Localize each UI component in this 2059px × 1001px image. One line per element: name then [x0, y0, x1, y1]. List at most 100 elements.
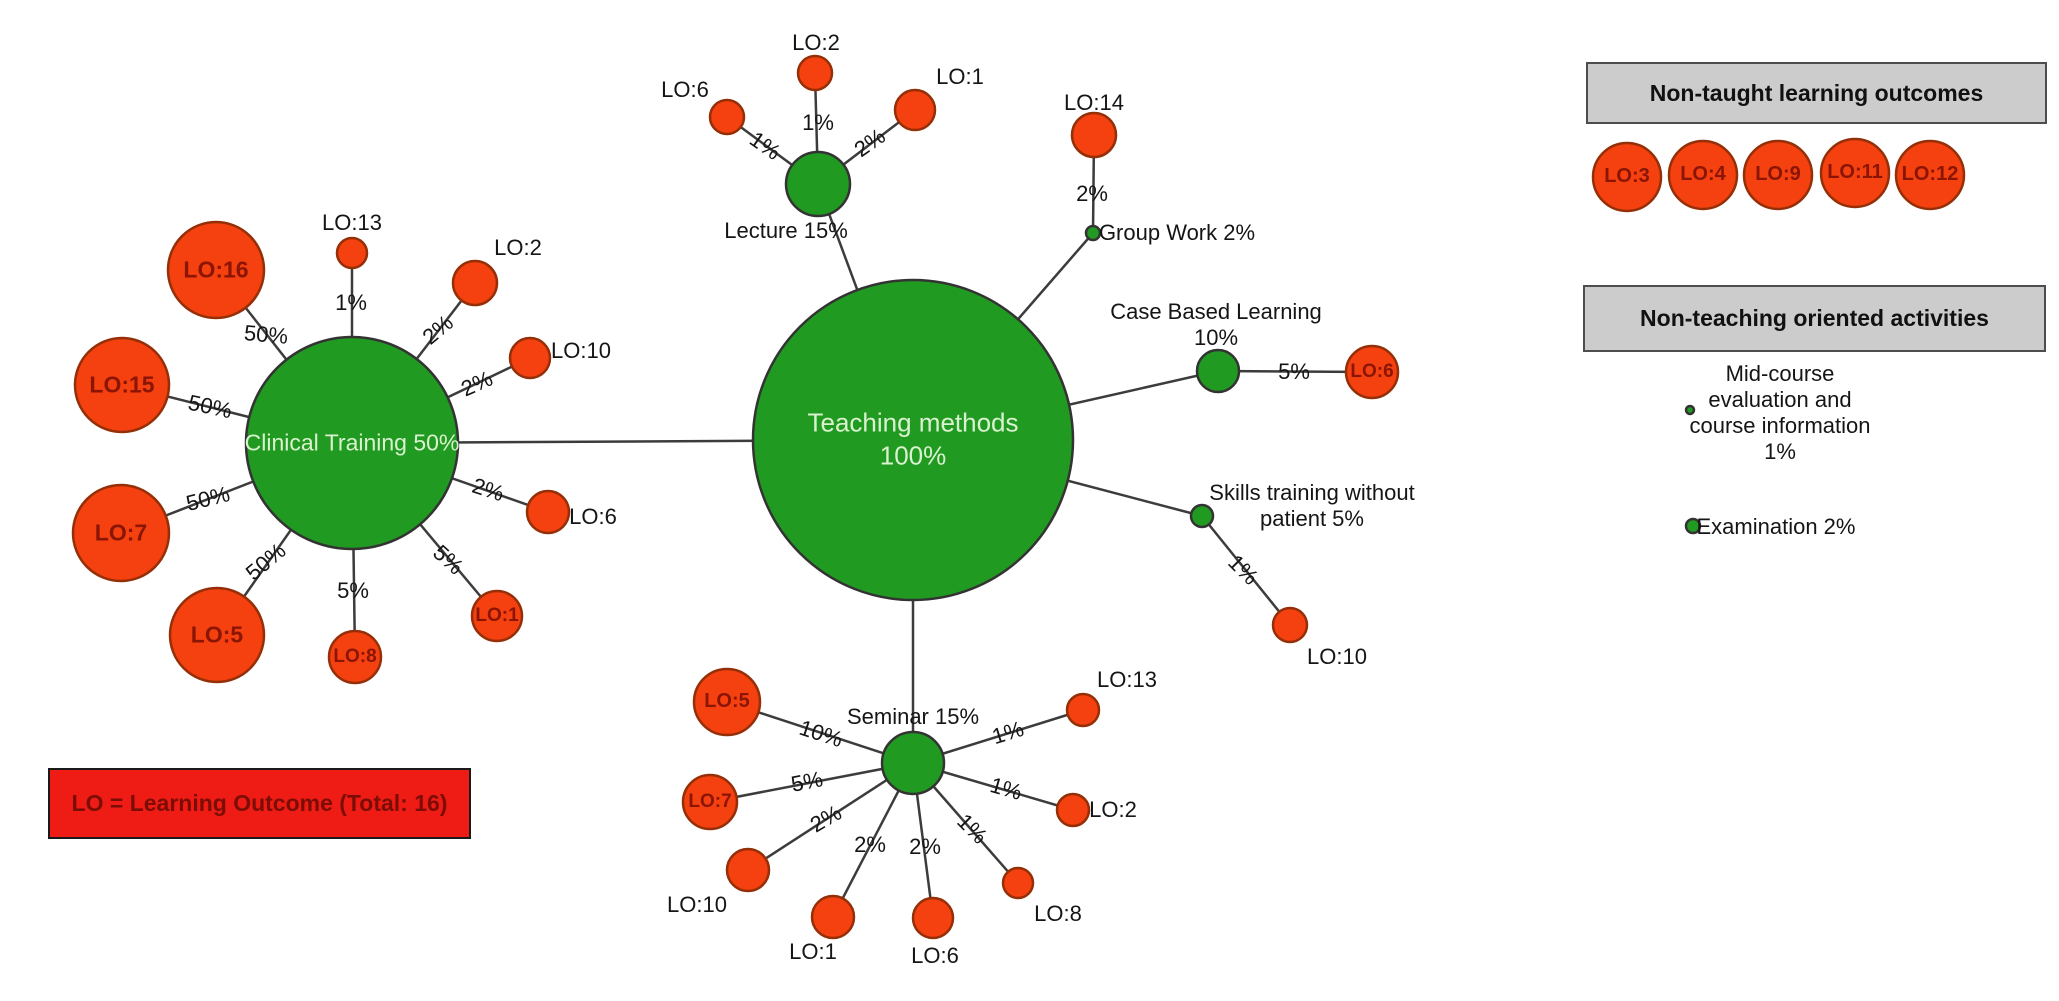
edge-label-lecture-l-lo2: 1% — [802, 110, 834, 135]
se-lo10-label: LO:10 — [667, 892, 727, 917]
node-c-lo13 — [335, 236, 369, 270]
l-lo2-label: LO:2 — [792, 30, 840, 55]
node-se-lo10 — [725, 847, 771, 893]
node-se-lo8 — [1001, 866, 1035, 900]
node-lg-lo3 — [1591, 141, 1663, 213]
seminar-label: Seminar 15% — [846, 704, 980, 729]
edge-label-clinical-c-lo7: 50% — [183, 481, 233, 516]
node-label-cb-lo6: LO:6 — [1350, 360, 1394, 382]
cbl-label: Case Based Learning 10% — [1110, 299, 1322, 350]
node-c-lo15 — [73, 336, 171, 434]
lo-definition-text: LO = Learning Outcome (Total: 16) — [71, 790, 448, 816]
node-se-lo13 — [1065, 692, 1101, 728]
non-taught-legend-box: Non-taught learning outcomes — [1586, 62, 2047, 124]
midcourse-label: Mid-course evaluation and course informa… — [1689, 361, 1871, 464]
node-label-se-lo5: LO:5 — [704, 690, 750, 713]
edge-label-clinical-c-lo5: 50% — [240, 537, 291, 586]
edge-label-seminar-se-lo10: 2% — [805, 799, 846, 838]
node-cb-lo6 — [1344, 344, 1400, 400]
edge-label-groupwork-g-lo14: 2% — [1076, 181, 1108, 206]
node-g-lo14 — [1070, 111, 1118, 159]
non-taught-legend-title: Non-taught learning outcomes — [1649, 79, 1984, 106]
node-cbl — [1195, 348, 1241, 394]
node-c-lo2 — [451, 259, 499, 307]
node-label-c-lo1: LO:1 — [475, 604, 519, 626]
node-label-c-lo5: LO:5 — [190, 621, 244, 648]
node-c-lo5 — [168, 586, 266, 684]
node-se-lo7 — [681, 773, 739, 831]
edge-label-seminar-se-lo7: 5% — [788, 766, 825, 797]
edge-label-clinical-c-lo16: 50% — [243, 320, 290, 349]
edge-label-seminar-se-lo13: 1% — [988, 715, 1027, 750]
node-lecture — [784, 150, 852, 218]
node-skills — [1189, 503, 1215, 529]
node-label-c-lo8: LO:8 — [333, 645, 377, 667]
node-label-lg-lo4: LO:4 — [1680, 163, 1726, 186]
edge-label-clinical-c-lo10: 2% — [457, 365, 497, 402]
node-lg-lo4 — [1667, 139, 1739, 211]
non-teaching-legend-box: Non-teaching oriented activities — [1583, 285, 2046, 352]
l-lo1-label: LO:1 — [936, 64, 984, 89]
edge-label-seminar-se-lo8: 1% — [952, 808, 993, 849]
node-c-lo16 — [166, 220, 266, 320]
node-teaching — [751, 278, 1075, 602]
se-lo8-label: LO:8 — [1034, 901, 1082, 926]
node-c-lo7 — [71, 483, 171, 583]
edge-seminar-se-lo7 — [709, 761, 914, 804]
g-lo14-label: LO:14 — [1064, 90, 1124, 115]
c-lo6-label: LO:6 — [569, 504, 617, 529]
node-label-lg-lo3: LO:3 — [1604, 165, 1650, 188]
edge-seminar-se-lo10 — [747, 761, 914, 872]
exam-label: Examination 2% — [1696, 514, 1856, 539]
edge-label-seminar-se-lo1: 2% — [854, 832, 886, 857]
node-se-lo1 — [810, 894, 856, 940]
node-label-lg-lo11: LO:11 — [1827, 161, 1883, 184]
edge-label-seminar-se-lo2: 1% — [987, 772, 1025, 805]
edge-label-clinical-c-lo15: 50% — [185, 389, 235, 424]
node-c-lo1 — [470, 589, 524, 643]
edge-label-lecture-l-lo6: 1% — [745, 126, 786, 165]
edge-label-clinical-c-lo13: 1% — [335, 290, 367, 315]
node-groupwork — [1084, 224, 1102, 242]
c-lo10-label: LO:10 — [551, 338, 611, 363]
lecture-label: Lecture 15% — [724, 218, 848, 243]
node-c-lo10 — [508, 336, 552, 380]
edge-label-clinical-c-lo2: 2% — [417, 309, 458, 350]
l-lo6-label: LO:6 — [661, 77, 709, 102]
node-se-lo2 — [1055, 792, 1091, 828]
non-teaching-legend-title: Non-teaching oriented activities — [1640, 305, 1989, 331]
se-lo2-label: LO:2 — [1089, 797, 1137, 822]
se-lo1-label: LO:1 — [789, 939, 837, 964]
node-seminar — [880, 730, 946, 796]
node-se-lo6 — [911, 896, 955, 940]
edge-label-skills-s-lo10: 1% — [1223, 549, 1264, 590]
skills-label: Skills training without patient 5% — [1209, 480, 1415, 531]
node-l-lo6 — [708, 98, 746, 136]
edge-label-clinical-c-lo1: 5% — [428, 539, 469, 580]
se-lo13-label: LO:13 — [1097, 667, 1157, 692]
node-lg-lo9 — [1742, 139, 1814, 211]
node-lg-lo12 — [1894, 139, 1966, 211]
lo-definition-box: LO = Learning Outcome (Total: 16) — [48, 768, 471, 839]
node-label-clinical: Clinical Training 50% — [244, 429, 460, 456]
node-label-c-lo16: LO:16 — [183, 256, 249, 283]
edge-label-clinical-c-lo6: 2% — [469, 472, 508, 507]
node-dot-exam — [1684, 517, 1702, 535]
node-label-lg-lo12: LO:12 — [1901, 163, 1959, 186]
node-label-c-lo7: LO:7 — [94, 519, 148, 546]
node-label-c-lo15: LO:15 — [89, 371, 155, 398]
node-clinical — [244, 335, 460, 551]
node-l-lo2 — [796, 54, 834, 92]
c-lo2-label: LO:2 — [494, 235, 542, 260]
node-label-teaching: Teaching methods 100% — [807, 407, 1019, 471]
c-lo13-label: LO:13 — [322, 210, 382, 235]
node-c-lo8 — [327, 629, 383, 685]
node-se-lo5 — [692, 667, 762, 737]
edge-label-clinical-c-lo8: 5% — [337, 578, 369, 603]
edge-skills-s-lo10 — [1201, 515, 1291, 626]
edge-label-seminar-se-lo5: 10% — [796, 714, 846, 753]
node-lg-lo11 — [1819, 137, 1891, 209]
